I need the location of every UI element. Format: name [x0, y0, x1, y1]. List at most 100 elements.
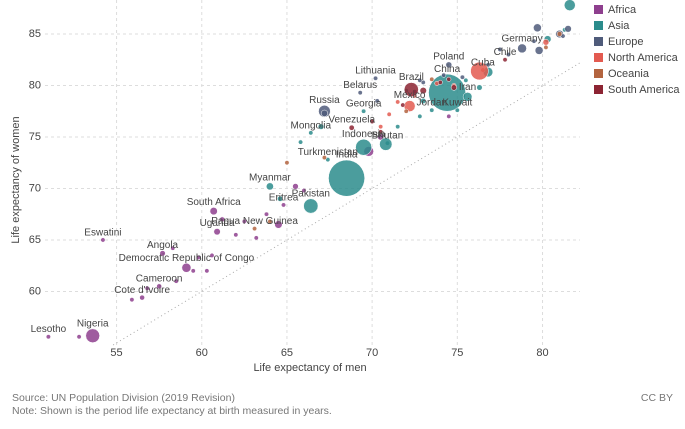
bubble — [129, 297, 135, 303]
point-label: Lesotho — [31, 324, 67, 335]
bubble — [266, 182, 274, 191]
bubble — [213, 228, 221, 236]
bubble — [470, 61, 489, 81]
point-label: Bhutan — [372, 131, 404, 142]
point-label: Mongolia — [290, 120, 331, 131]
bubble — [531, 38, 537, 44]
legend-swatch — [594, 69, 603, 78]
bubble — [564, 25, 572, 33]
bubble — [395, 124, 401, 130]
bubble — [308, 130, 314, 136]
bubble — [403, 82, 419, 97]
legend-label: Africa — [608, 4, 637, 16]
point-label: Papua New Guinea — [211, 216, 298, 227]
legend-swatch — [594, 53, 603, 62]
bubble — [355, 138, 372, 156]
x-tick-label: 60 — [196, 347, 208, 359]
bubble — [543, 44, 549, 50]
point-label: Chile — [494, 47, 517, 58]
legend-swatch — [594, 85, 603, 94]
bubble — [156, 283, 162, 290]
bubble — [476, 84, 483, 91]
bubble — [446, 76, 452, 82]
bubble — [219, 216, 225, 223]
bubble — [139, 294, 145, 301]
bubble — [45, 334, 51, 340]
point-label: Poland — [433, 52, 464, 63]
bubble — [209, 207, 218, 216]
bubble — [378, 124, 384, 130]
bubble — [564, 0, 576, 11]
bubble — [317, 123, 325, 130]
point-label: Eritrea — [269, 192, 299, 203]
bubble — [253, 235, 259, 241]
point-label: Kuwait — [442, 98, 472, 109]
bubble — [320, 109, 328, 117]
x-tick-label: 55 — [110, 347, 122, 359]
point-label: Eswatini — [84, 227, 121, 238]
bubble — [419, 87, 427, 95]
y-tick-label: 65 — [29, 234, 41, 246]
bubble — [437, 79, 443, 85]
bubble — [241, 218, 247, 224]
bubble — [463, 77, 469, 83]
point-label: Cote d'Ivoire — [114, 285, 170, 296]
point-label: Georgia — [346, 99, 382, 110]
bubble — [420, 97, 427, 104]
legend-swatch — [594, 5, 603, 14]
point-label: Mexico — [394, 90, 426, 101]
bubble — [252, 226, 258, 232]
point-label: Angola — [147, 240, 179, 251]
bubble — [534, 46, 544, 55]
bubble — [190, 268, 196, 274]
point-label: Brazil — [399, 72, 424, 83]
x-axis-label: Life expectancy of men — [253, 362, 366, 374]
bubble — [284, 160, 290, 166]
point-label: Russia — [309, 95, 340, 106]
point-label: Jordan — [416, 98, 447, 109]
bubble — [181, 262, 192, 273]
bubble — [400, 102, 406, 108]
legend-label: Oceania — [608, 68, 650, 80]
x-tick-label: 80 — [536, 347, 548, 359]
point-label: Belarus — [343, 80, 377, 91]
bubble — [459, 74, 465, 80]
bubble — [374, 98, 380, 104]
y-axis-label: Life expectancy of women — [10, 116, 22, 243]
license: CC BY — [641, 392, 673, 404]
bubble — [417, 77, 423, 83]
bubble — [321, 155, 327, 161]
bubble — [445, 61, 453, 69]
note: Note: Shown is the period life expectanc… — [12, 405, 332, 417]
bubble — [361, 108, 367, 114]
point-label: Myanmar — [249, 172, 291, 183]
bubble — [159, 250, 166, 257]
bubble — [100, 237, 106, 243]
bubble — [429, 107, 435, 113]
bubble — [369, 119, 375, 124]
legend-label: North America — [608, 52, 679, 64]
bubble — [505, 52, 511, 58]
bubble — [517, 43, 527, 54]
point-label: Cuba — [471, 57, 495, 68]
y-tick-label: 85 — [29, 28, 41, 40]
bubble — [76, 334, 82, 340]
bubble — [533, 23, 542, 33]
bubble — [454, 107, 460, 113]
legend-swatch — [594, 37, 603, 46]
x-tick-label: 65 — [281, 347, 293, 359]
point-label: South Africa — [187, 197, 241, 208]
point-label: Iran — [459, 82, 476, 93]
point-label: Germany — [502, 34, 543, 45]
bubble — [556, 31, 563, 37]
bubble — [301, 188, 307, 193]
bubble — [417, 113, 423, 119]
bubble — [497, 46, 503, 52]
point-label: Cameroon — [136, 273, 183, 284]
legend-label: Europe — [608, 36, 643, 48]
bubble — [298, 139, 304, 145]
bubble — [462, 92, 473, 102]
bubble — [502, 57, 508, 63]
